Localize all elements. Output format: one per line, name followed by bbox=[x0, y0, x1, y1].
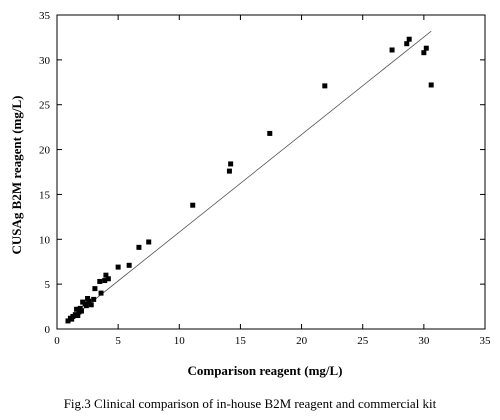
figure-caption: Fig.3 Clinical comparison of in-house B2… bbox=[63, 396, 437, 411]
data-point bbox=[126, 262, 132, 268]
x-tick-label: 20 bbox=[296, 335, 308, 347]
x-tick-label: 25 bbox=[357, 335, 369, 347]
data-point bbox=[105, 276, 111, 282]
data-point bbox=[102, 278, 108, 284]
y-tick-label: 35 bbox=[39, 10, 51, 22]
data-point bbox=[88, 302, 94, 308]
regression-line bbox=[67, 30, 432, 322]
x-tick-label: 5 bbox=[115, 335, 121, 347]
data-point bbox=[146, 239, 152, 245]
x-tick-label: 30 bbox=[418, 335, 430, 347]
data-point bbox=[97, 278, 103, 284]
y-tick-label: 0 bbox=[45, 324, 51, 336]
data-point bbox=[421, 50, 427, 56]
x-tick-label: 35 bbox=[480, 335, 492, 347]
data-point bbox=[190, 202, 196, 208]
data-point bbox=[322, 83, 328, 89]
y-tick-label: 15 bbox=[39, 189, 51, 201]
x-tick-label: 10 bbox=[174, 335, 186, 347]
data-point bbox=[91, 296, 97, 302]
data-point bbox=[65, 318, 71, 324]
y-tick-label: 30 bbox=[39, 55, 51, 67]
data-point bbox=[428, 82, 434, 88]
data-point bbox=[83, 303, 89, 309]
plot-frame bbox=[56, 14, 486, 330]
data-point bbox=[77, 305, 83, 311]
y-tick-label: 10 bbox=[39, 234, 51, 246]
x-axis-title: Comparison reagent (mg/L) bbox=[187, 363, 342, 378]
data-point bbox=[115, 264, 121, 270]
data-point bbox=[423, 45, 429, 51]
data-point bbox=[69, 316, 75, 322]
data-point bbox=[85, 295, 91, 301]
data-point bbox=[228, 161, 234, 167]
y-axis-title: CUSAg B2M reagent (mg/L) bbox=[9, 96, 24, 255]
data-point bbox=[98, 290, 104, 296]
data-point bbox=[74, 306, 80, 312]
data-point bbox=[75, 313, 81, 319]
data-point bbox=[404, 41, 410, 47]
data-point bbox=[267, 130, 273, 136]
data-point bbox=[103, 272, 109, 278]
data-point bbox=[389, 47, 395, 53]
y-tick-label: 20 bbox=[39, 145, 51, 157]
data-point bbox=[226, 168, 232, 174]
y-tick-label: 25 bbox=[39, 100, 51, 112]
x-tick-label: 0 bbox=[54, 335, 60, 347]
data-point bbox=[86, 298, 92, 304]
x-tick-label: 15 bbox=[235, 335, 247, 347]
data-point bbox=[92, 286, 98, 292]
data-point bbox=[78, 308, 84, 314]
data-point bbox=[136, 244, 142, 250]
data-point bbox=[406, 36, 412, 42]
y-tick-label: 5 bbox=[45, 279, 51, 291]
